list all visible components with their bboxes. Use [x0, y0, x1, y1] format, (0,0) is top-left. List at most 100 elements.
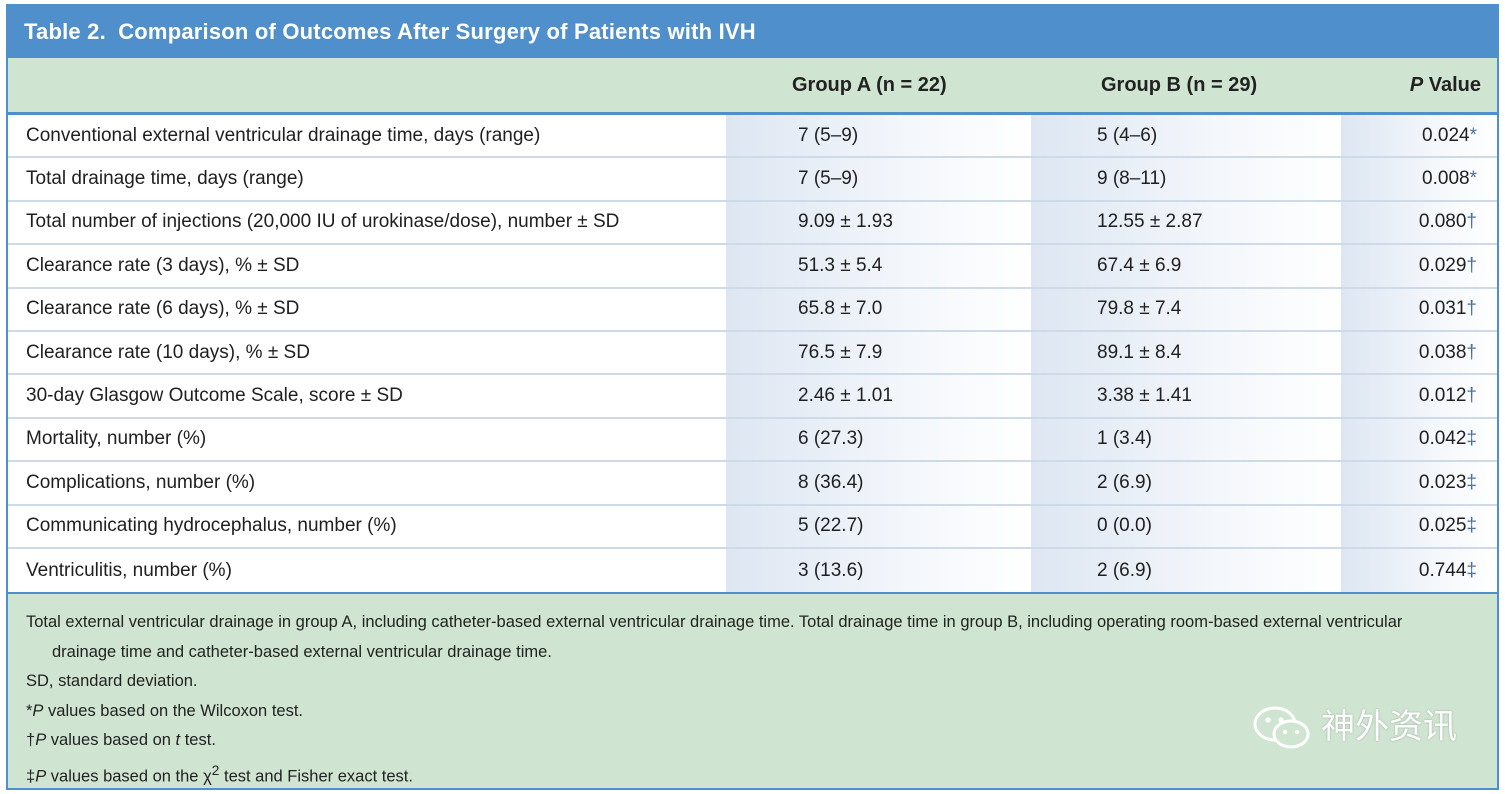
p-value-footnote-mark: ‡ [1466, 471, 1477, 493]
p-value-footnote-mark: ‡ [1466, 559, 1477, 581]
cell-group-b: 5 (4–6) [1031, 115, 1341, 157]
cell-group-a-text: 76.5 ± 7.9 [798, 341, 883, 363]
ttest-mark: † [26, 731, 36, 749]
footnote-chi: ‡P values based on the χ2 test and Fishe… [26, 756, 1479, 792]
table-footnotes: Total external ventricular drainage in g… [8, 594, 1497, 788]
row-label: Conventional external ventricular draina… [8, 115, 726, 157]
chi-end: test and Fisher exact test. [219, 767, 413, 785]
row-label-text: Clearance rate (3 days), % ± SD [26, 254, 300, 276]
p-value-text: 0.025 [1418, 515, 1467, 537]
cell-p-value: 0.008 * [1341, 158, 1497, 200]
table-title: Table 2. Comparison of Outcomes After Su… [8, 6, 1497, 58]
footnote-ttest: †P values based on t test. [26, 726, 1479, 756]
row-label-text: Total drainage time, days (range) [26, 168, 304, 190]
cell-group-a-text: 2.46 ± 1.01 [798, 385, 893, 407]
chi-superscript: 2 [211, 762, 220, 778]
cell-group-a: 9.09 ± 1.93 [726, 201, 1031, 244]
footnote-drainage-cont: drainage time and catheter-based externa… [52, 642, 552, 661]
cell-group-a-text: 5 (22.7) [798, 515, 864, 537]
header-cell-p-value: P Value [1409, 73, 1481, 96]
cell-group-a: 3 (13.6) [726, 548, 1031, 593]
table-row: Ventriculitis, number (%) 3 (13.6) 2 (6.9)… [8, 548, 1497, 593]
cell-group-b-text: 2 (6.9) [1097, 471, 1152, 493]
p-value-text: 0.023 [1418, 471, 1467, 493]
row-label: Ventriculitis, number (%) [8, 548, 726, 593]
cell-p-value: 0.031 † [1341, 288, 1497, 330]
row-label-text: 30-day Glasgow Outcome Scale, score ± SD [26, 385, 403, 407]
cell-p-value: 0.042 ‡ [1341, 418, 1497, 461]
cell-group-a: 65.8 ± 7.0 [726, 288, 1031, 330]
header-cell-group-b: Group B (n = 29) [1101, 73, 1258, 96]
row-label: Total drainage time, days (range) [8, 158, 726, 200]
wechat-icon [1253, 706, 1310, 749]
header-p-italic: P [1409, 73, 1424, 96]
cell-group-a: 7 (5–9) [726, 158, 1031, 200]
table-row: Mortality, number (%) 6 (27.3) 1 (3.4) 0.04… [8, 418, 1497, 463]
p-value-footnote-mark: ‡ [1466, 428, 1477, 450]
table-frame: Table 2. Comparison of Outcomes After Su… [6, 4, 1499, 790]
cell-group-b: 0 (0.0) [1031, 505, 1341, 547]
cell-group-b: 67.4 ± 6.9 [1031, 245, 1341, 287]
table-row: Communicating hydrocephalus, number (%) 5… [8, 505, 1497, 549]
p-value-text: 0.012 [1418, 385, 1467, 407]
p-value-footnote-mark: * [1469, 168, 1477, 190]
ttest-t: t [175, 731, 181, 749]
table-row: Conventional external ventricular draina… [8, 115, 1497, 159]
wilcoxon-p: P [32, 701, 44, 720]
cell-group-a-text: 8 (36.4) [798, 471, 864, 493]
table-row: 30-day Glasgow Outcome Scale, score ± SD… [8, 375, 1497, 419]
cell-group-a-text: 6 (27.3) [798, 428, 864, 450]
row-label-text: Mortality, number (%) [26, 428, 207, 450]
row-label-text: Communicating hydrocephalus, number (%) [26, 515, 397, 537]
p-value-text: 0.024 [1422, 124, 1470, 146]
p-value-text: 0.744 [1418, 559, 1467, 581]
cell-group-b: 12.55 ± 2.87 [1031, 201, 1341, 244]
cell-p-value: 0.012 † [1341, 375, 1497, 417]
ttest-mid: values based on [46, 731, 176, 749]
chi-p: P [35, 767, 47, 785]
cell-group-b: 89.1 ± 8.4 [1031, 331, 1341, 374]
row-label: Clearance rate (3 days), % ± SD [8, 245, 726, 287]
table-row: Clearance rate (3 days), % ± SD 51.3 ± 5.… [8, 245, 1497, 289]
cell-p-value: 0.025 ‡ [1341, 505, 1497, 547]
cell-group-b: 1 (3.4) [1031, 418, 1341, 461]
cell-group-b-text: 3.38 ± 1.41 [1097, 385, 1192, 407]
p-value-footnote-mark: * [1469, 124, 1477, 146]
row-label: Complications, number (%) [8, 462, 726, 504]
cell-group-b: 2 (6.9) [1031, 462, 1341, 504]
p-value-footnote-mark: † [1466, 385, 1477, 407]
cell-group-a-text: 9.09 ± 1.93 [798, 211, 893, 233]
cell-group-b-text: 1 (3.4) [1097, 428, 1152, 450]
cell-group-b-text: 9 (8–11) [1097, 168, 1167, 190]
cell-group-a-text: 7 (5–9) [798, 168, 859, 190]
cell-group-a: 6 (27.3) [726, 418, 1031, 461]
table-row: Total drainage time, days (range) 7 (5–9)… [8, 158, 1497, 202]
p-value-text: 0.042 [1418, 428, 1467, 450]
cell-group-a: 7 (5–9) [726, 115, 1031, 157]
cell-group-a: 76.5 ± 7.9 [726, 331, 1031, 374]
p-value-text: 0.080 [1418, 211, 1467, 233]
cell-p-value: 0.080 † [1341, 201, 1497, 244]
p-value-footnote-mark: † [1466, 341, 1477, 363]
cell-p-value: 0.038 † [1341, 331, 1497, 374]
p-value-footnote-mark: ‡ [1466, 515, 1477, 537]
cell-group-b: 2 (6.9) [1031, 548, 1341, 593]
cell-group-b: 79.8 ± 7.4 [1031, 288, 1341, 330]
row-label: 30-day Glasgow Outcome Scale, score ± SD [8, 375, 726, 417]
cell-group-b: 3.38 ± 1.41 [1031, 375, 1341, 417]
table-header-row: Group A (n = 22) Group B (n = 29) P Valu… [8, 58, 1497, 115]
table-row: Total number of injections (20,000 IU of… [8, 201, 1497, 246]
footnote-sd: SD, standard deviation. [26, 672, 198, 690]
table-body: Conventional external ventricular draina… [8, 115, 1497, 596]
watermark-text: 神外资讯 [1321, 707, 1457, 748]
wilcoxon-text: values based on the Wilcoxon test. [43, 701, 303, 720]
row-label: Clearance rate (6 days), % ± SD [8, 288, 726, 330]
p-value-text: 0.029 [1418, 254, 1467, 276]
p-value-text: 0.031 [1418, 298, 1467, 320]
cell-group-a: 51.3 ± 5.4 [726, 245, 1031, 287]
table-row: Clearance rate (6 days), % ± SD 65.8 ± 7.… [8, 288, 1497, 332]
p-value-footnote-mark: † [1466, 298, 1477, 320]
cell-p-value: 0.744 ‡ [1341, 548, 1497, 593]
wilcoxon-mark: * [26, 701, 33, 720]
table-row: Complications, number (%) 8 (36.4) 2 (6.9)… [8, 462, 1497, 506]
